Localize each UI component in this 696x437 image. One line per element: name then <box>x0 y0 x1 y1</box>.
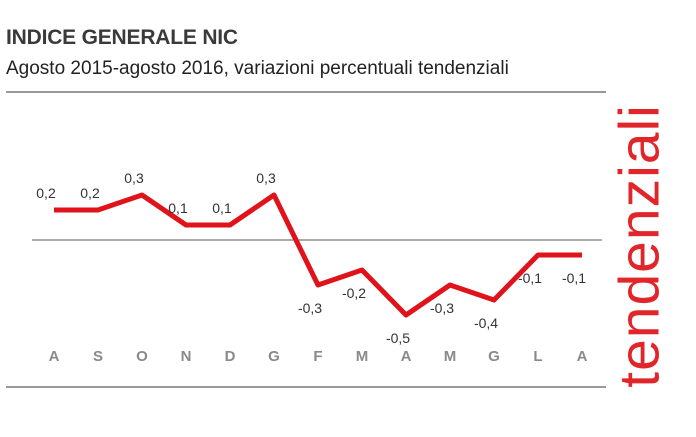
x-tick-label: M <box>356 348 369 365</box>
x-tick-label: N <box>181 348 192 365</box>
chart-subtitle: Agosto 2015-agosto 2016, variazioni perc… <box>6 58 509 79</box>
x-tick-label: G <box>488 348 500 365</box>
x-tick-label: O <box>136 348 148 365</box>
side-label-tendenziali: tendenziali <box>607 104 672 388</box>
x-tick-label: L <box>533 348 542 365</box>
data-label: 0,3 <box>124 170 144 186</box>
data-label: -0,4 <box>474 315 498 331</box>
data-label: -0,1 <box>562 270 586 286</box>
data-label: -0,3 <box>430 300 454 316</box>
x-tick-label: D <box>225 348 236 365</box>
data-label: -0,1 <box>518 270 542 286</box>
x-tick-label: A <box>401 348 412 365</box>
data-label: 0,2 <box>36 185 56 201</box>
x-tick-label: S <box>93 348 103 365</box>
x-tick-label: M <box>444 348 457 365</box>
x-tick-label: A <box>49 348 60 365</box>
data-label: -0,3 <box>298 300 322 316</box>
x-tick-label: A <box>577 348 588 365</box>
data-labels: 0,2 0,2 0,3 0,1 0,1 0,3 -0,3 -0,2 -0,5 -0,3 -0,4 -0… <box>36 170 586 346</box>
data-label: 0,1 <box>212 200 232 216</box>
data-label: 0,1 <box>168 200 188 216</box>
data-label: 0,2 <box>80 185 100 201</box>
series-line <box>54 192 582 318</box>
x-tick-label: G <box>268 348 280 365</box>
data-label: -0,5 <box>386 330 410 346</box>
data-label: -0,2 <box>342 285 366 301</box>
data-label: 0,3 <box>256 170 276 186</box>
chart-title: INDICE GENERALE NIC <box>6 26 238 49</box>
x-tick-label: F <box>313 348 322 365</box>
